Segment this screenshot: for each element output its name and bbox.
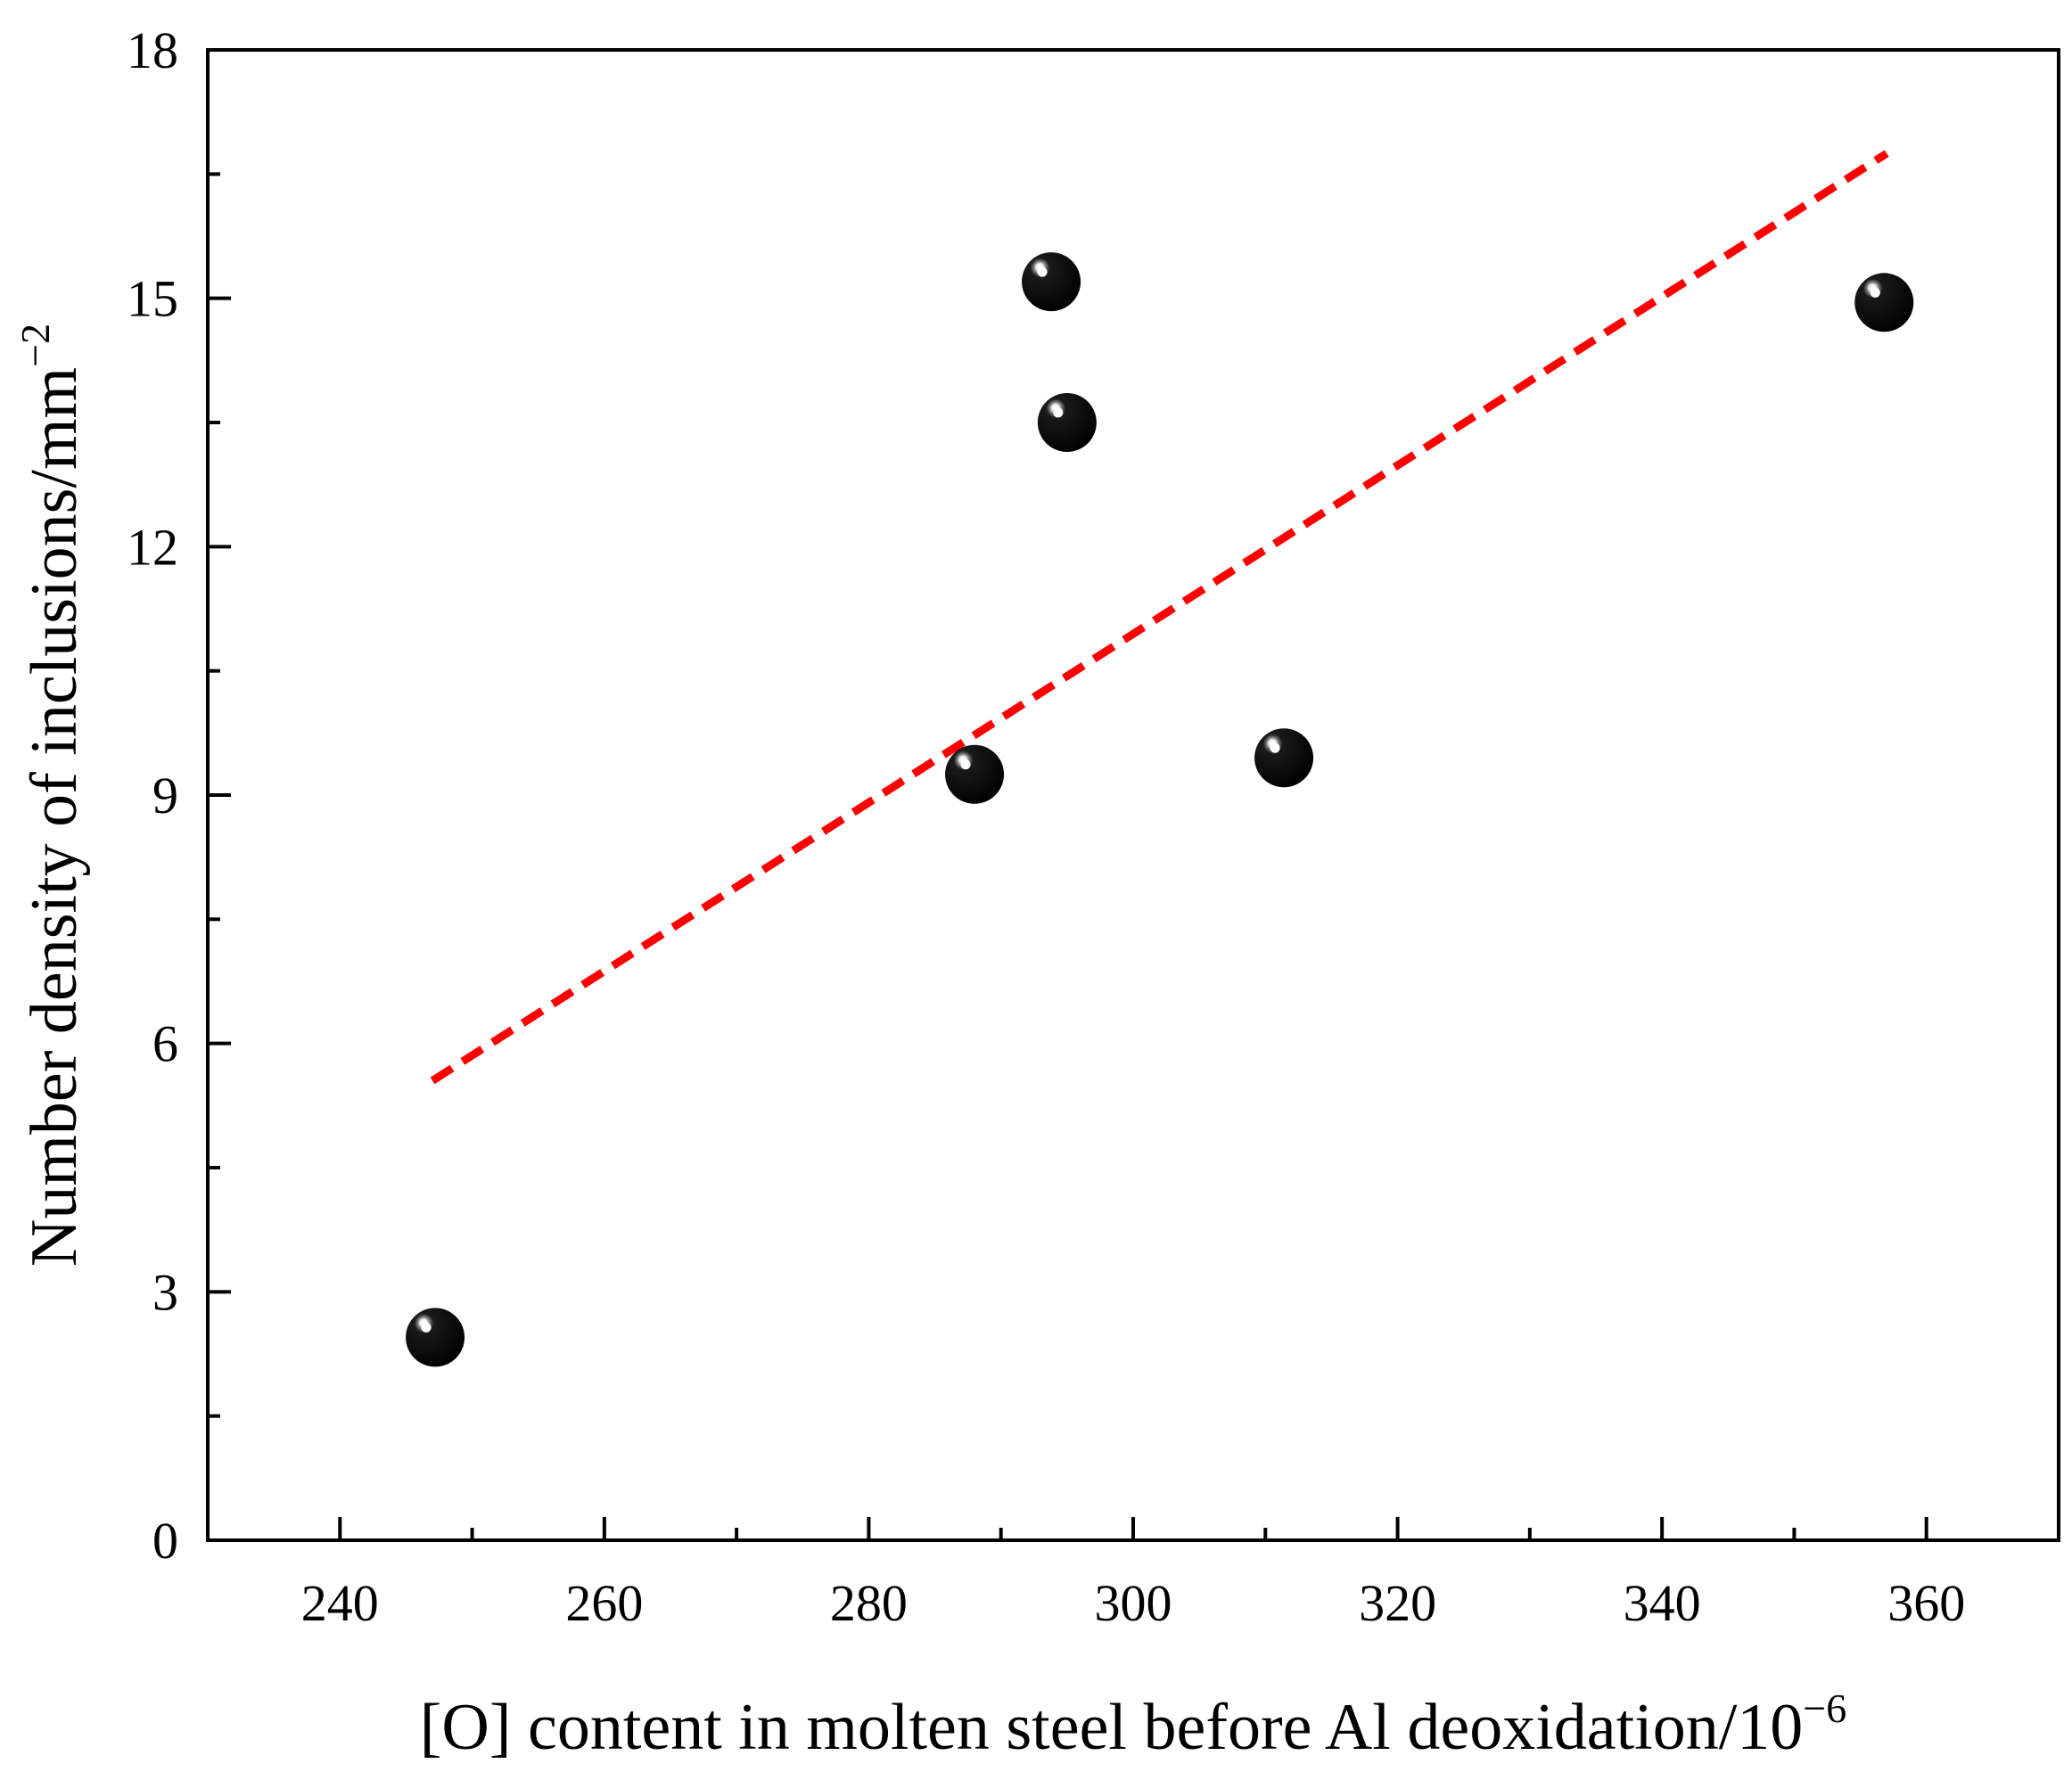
data-point-marker [945, 744, 1005, 804]
data-point-marker [406, 1308, 465, 1367]
data-point-marker [1854, 273, 1914, 332]
data-point-highlight [421, 1322, 432, 1333]
plot-frame [206, 48, 2060, 1542]
labels-layer: 240 260 280 300 320 340 360 0 3 6 9 12 15 18 [127, 21, 1965, 1632]
y-tick-label-0: 0 [152, 1512, 178, 1570]
data-point-highlight [1037, 267, 1048, 277]
y-tick-label-12: 12 [127, 518, 178, 576]
x-axis-title: [O] content in molten steel before Al de… [420, 1686, 1847, 1764]
x-tick-label-300: 300 [1095, 1574, 1172, 1632]
y-axis-title: Number density of inclusions/mm−2 [12, 324, 91, 1267]
x-tick-label-340: 340 [1624, 1574, 1701, 1632]
y-axis-title-superscript: −2 [12, 324, 58, 367]
data-point-marker [1037, 393, 1097, 452]
x-tick-label-240: 240 [301, 1574, 379, 1632]
y-tick-label-18: 18 [127, 21, 178, 79]
data-points-layer [406, 252, 1914, 1367]
data-point-highlight [1053, 407, 1064, 418]
y-tick-label-3: 3 [152, 1263, 178, 1321]
data-point [1022, 252, 1081, 312]
data-point-highlight [1870, 287, 1880, 298]
data-point [1854, 273, 1914, 332]
data-point [945, 744, 1005, 804]
data-point-highlight [1270, 742, 1280, 753]
data-point [1254, 728, 1314, 788]
y-tick-label-6: 6 [152, 1015, 178, 1073]
fit-line-layer [430, 150, 1889, 1085]
x-tick-label-320: 320 [1359, 1574, 1436, 1632]
x-tick-label-360: 360 [1887, 1574, 1965, 1632]
y-tick-label-9: 9 [152, 767, 178, 824]
data-point [1037, 393, 1097, 452]
y-axis-title-text: Number density of inclusions/mm [18, 367, 91, 1267]
x-axis-title-text: [O] content in molten steel before Al de… [420, 1691, 1804, 1764]
y-tick-label-15: 15 [127, 270, 178, 328]
data-point-marker [1254, 728, 1314, 788]
data-point [406, 1308, 465, 1367]
x-tick-label-280: 280 [830, 1574, 908, 1632]
x-tick-label-260: 260 [565, 1574, 643, 1632]
data-point-highlight [960, 759, 971, 770]
data-point-marker [1022, 252, 1081, 312]
fit-line [430, 150, 1889, 1085]
x-axis-title-superscript: −6 [1803, 1686, 1846, 1731]
